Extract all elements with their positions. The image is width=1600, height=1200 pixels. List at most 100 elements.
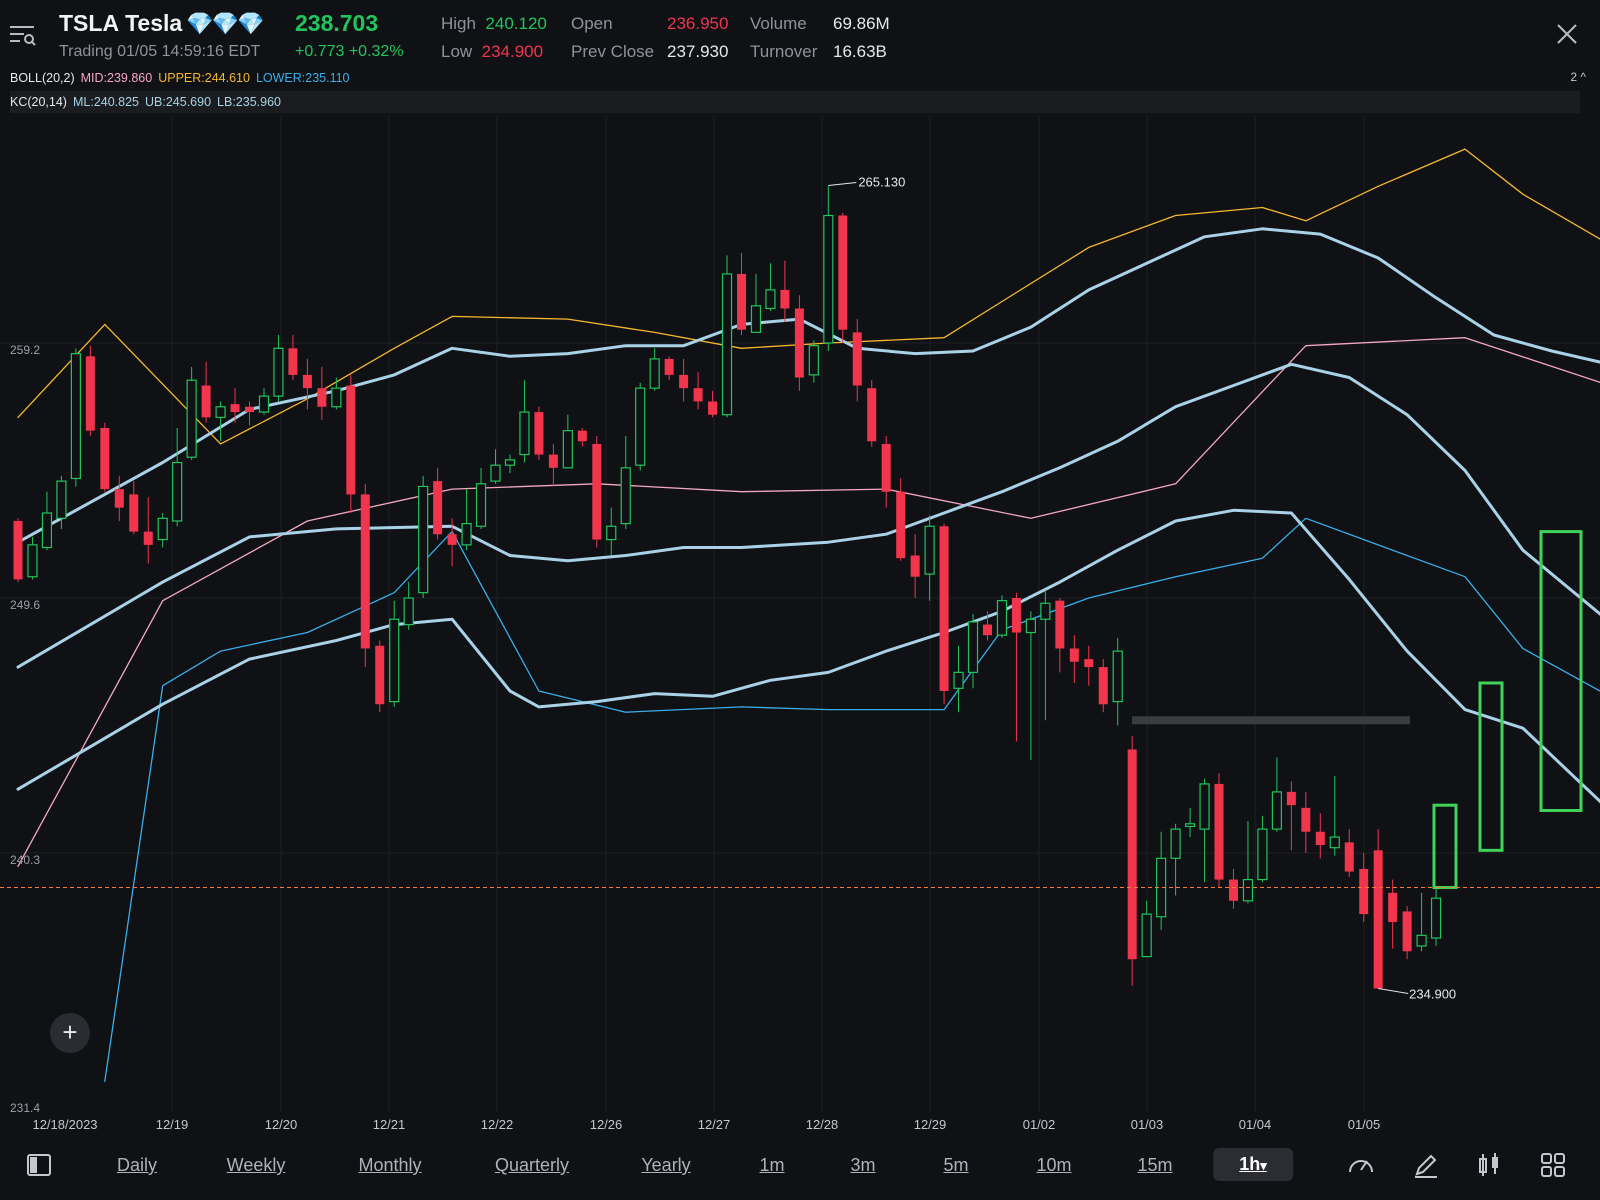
- quote-header: TSLA Tesla 💎💎💎 238.703 Trading 01/05 14:59…: [0, 0, 1600, 74]
- timeframe-weekly[interactable]: Weekly: [226, 1155, 286, 1175]
- sidebar-menu-icon[interactable]: [8, 24, 36, 46]
- candlestick-chart[interactable]: 265.130 234.900: [0, 116, 1600, 1112]
- y-tick-label: 249.6: [10, 598, 41, 612]
- boll-name: BOLL(20,2): [10, 71, 75, 85]
- candle-down: [302, 374, 312, 389]
- kc-ml: ML:240.825: [72, 95, 140, 109]
- candle-down: [1055, 600, 1065, 649]
- timeframe-1h[interactable]: 1h▾: [1213, 1148, 1293, 1181]
- candle-down: [13, 520, 23, 580]
- candle-up: [1199, 783, 1210, 830]
- candle-up: [808, 345, 819, 376]
- candle-down: [982, 624, 992, 636]
- timeframe-10m[interactable]: 10m: [1036, 1155, 1072, 1175]
- candle-down: [346, 385, 356, 495]
- add-crosshair-button[interactable]: +: [50, 1013, 90, 1053]
- ticker-symbol: TSLA: [59, 10, 120, 36]
- x-tick-label: 12/26: [589, 1117, 623, 1132]
- candle-down: [896, 491, 906, 559]
- candle-down: [534, 412, 544, 455]
- candle-up: [273, 347, 284, 397]
- candle-up: [967, 621, 979, 673]
- candle-down: [939, 526, 949, 691]
- kc-lb: LB:235.960: [217, 95, 281, 109]
- candle-type-icon[interactable]: [1474, 1150, 1504, 1180]
- candle-down: [548, 454, 558, 468]
- stat-volume-value: 69.86M: [833, 14, 890, 33]
- pencil-draw-icon[interactable]: [1411, 1150, 1441, 1180]
- candle-down: [679, 374, 689, 389]
- candle-down: [1084, 659, 1094, 668]
- candle-down: [100, 428, 110, 490]
- stat-prev-close-value: 237.930: [667, 42, 729, 61]
- close-icon[interactable]: [1555, 22, 1579, 46]
- kc-mid-line: [16, 362, 1600, 669]
- candle-up: [562, 430, 573, 469]
- timeframe-1m[interactable]: 1m: [759, 1155, 785, 1175]
- kc-ub: UB:245.690: [145, 95, 212, 109]
- candle-up: [1025, 618, 1037, 634]
- x-tick-label: 12/27: [697, 1117, 731, 1132]
- x-tick-label: 01/04: [1238, 1117, 1272, 1132]
- candle-down: [1402, 911, 1412, 952]
- speedometer-icon[interactable]: [1346, 1150, 1376, 1180]
- candle-down: [1228, 879, 1238, 901]
- timeframe-daily[interactable]: Daily: [116, 1155, 158, 1175]
- high-annotation-line: [828, 181, 857, 186]
- candle-up: [721, 273, 733, 416]
- candle-down: [910, 555, 920, 577]
- candle-down: [1214, 783, 1224, 880]
- timeframe-quarterly[interactable]: Quarterly: [494, 1155, 570, 1175]
- boll-legend[interactable]: BOLL(20,2) MID:239.860 UPPER:244.610 LOWER:…: [10, 67, 1580, 89]
- timeframe-5m[interactable]: 5m: [943, 1155, 969, 1175]
- timeframe-yearly[interactable]: Yearly: [641, 1155, 691, 1175]
- grid-menu-icon[interactable]: [1538, 1150, 1568, 1180]
- candle-down: [129, 494, 139, 532]
- candle-up: [27, 544, 38, 578]
- candle-up: [331, 387, 342, 408]
- candle-up: [1242, 878, 1254, 902]
- layout-panel-icon[interactable]: [24, 1150, 54, 1180]
- stat-volume: Volume: [750, 14, 807, 33]
- candle-down: [288, 348, 298, 375]
- x-tick-label: 12/19: [155, 1117, 189, 1132]
- candle-down: [85, 356, 95, 431]
- candle-down: [375, 645, 385, 705]
- indicator-collapse-toggle[interactable]: 2 ^: [1570, 70, 1586, 84]
- candle-up: [418, 485, 429, 594]
- candle-up: [519, 411, 530, 456]
- stat-open-value: 236.950: [667, 14, 729, 33]
- candle-up: [1141, 913, 1152, 958]
- candle-down: [1011, 598, 1021, 633]
- candle-up: [157, 517, 168, 541]
- stat-prev-close: Prev Close: [571, 42, 655, 61]
- kc-legend[interactable]: KC(20,14) ML:240.825 UB:245.690 LB:235.960: [10, 91, 1580, 113]
- candle-up: [1184, 823, 1196, 828]
- candle-down: [794, 308, 804, 378]
- candle-up: [750, 305, 762, 333]
- company-name: Tesla: [125, 10, 183, 36]
- candle-up: [996, 600, 1008, 636]
- candle-up: [475, 483, 487, 527]
- candle-down: [577, 430, 587, 442]
- candle-up: [1430, 897, 1442, 939]
- boll-mid-line: [17, 337, 1600, 867]
- candle-down: [1388, 892, 1398, 923]
- boll-upper-line: [17, 148, 1600, 445]
- stat-open: Open: [571, 14, 613, 33]
- x-tick-label: 12/20: [264, 1117, 298, 1132]
- candle-up: [172, 461, 183, 522]
- diamond-badge-icon: 💎💎💎: [186, 11, 264, 36]
- candle-down: [360, 494, 370, 649]
- candle-down: [1098, 667, 1108, 705]
- candle-up: [1416, 934, 1427, 947]
- candle-down: [1373, 850, 1383, 989]
- candle-up: [258, 395, 270, 413]
- y-tick-label: 259.2: [10, 343, 41, 357]
- timeframe-3m[interactable]: 3m: [850, 1155, 876, 1175]
- timeframe-monthly[interactable]: Monthly: [358, 1155, 422, 1175]
- candle-down: [230, 404, 240, 413]
- candle-down: [592, 443, 602, 540]
- timeframe-15m[interactable]: 15m: [1137, 1155, 1173, 1175]
- candle-down: [1286, 791, 1296, 806]
